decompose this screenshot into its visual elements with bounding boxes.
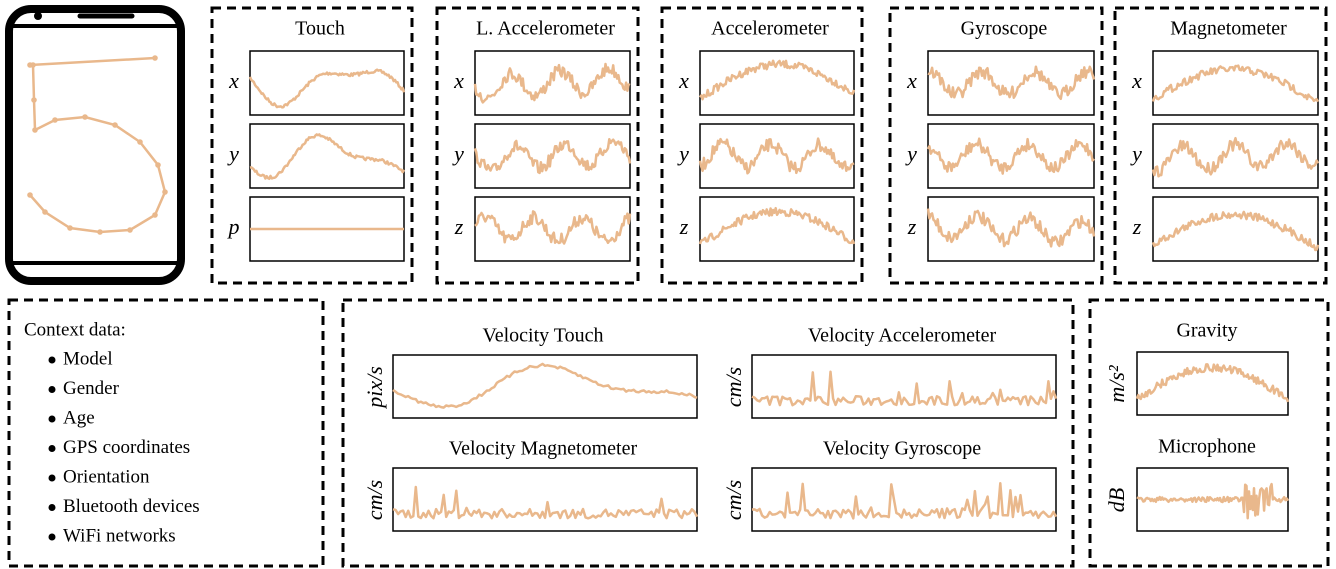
signal-trace xyxy=(392,362,698,409)
plot-frame xyxy=(474,196,631,262)
sensor-box xyxy=(210,6,414,285)
context-item: Age xyxy=(63,407,95,428)
signal-trace xyxy=(927,65,1096,101)
plot-frame xyxy=(474,50,631,116)
sensor-title: L. Accelerometer xyxy=(476,18,615,40)
sensor-title: Touch xyxy=(295,18,345,40)
sensor-title: Magnetometer xyxy=(1170,18,1287,40)
velocity-title: Velocity Gyroscope xyxy=(823,438,981,460)
sensor-box xyxy=(888,6,1104,285)
plot-frame xyxy=(1152,123,1319,189)
touch-stroke xyxy=(29,56,156,67)
plot-frame xyxy=(392,467,698,532)
signal-trace xyxy=(249,133,406,181)
axis-label: z xyxy=(907,214,917,239)
touch-stroke xyxy=(29,64,167,234)
axis-label: x xyxy=(453,68,464,93)
axis-label: x xyxy=(1131,68,1142,93)
bullet xyxy=(48,356,56,364)
axis-label: x xyxy=(906,68,917,93)
phone-body xyxy=(5,5,185,285)
context-box xyxy=(7,298,325,568)
signal-trace xyxy=(698,206,856,245)
bullet xyxy=(48,504,56,511)
phone xyxy=(5,5,185,285)
unit-label: cm/s xyxy=(721,480,746,520)
phone-camera xyxy=(34,12,42,20)
axis-label: y xyxy=(677,141,689,166)
signal-trace xyxy=(473,62,631,104)
context-title: Context data: xyxy=(24,319,126,340)
signal-trace xyxy=(698,137,855,175)
unit-label: m/s² xyxy=(1104,365,1129,403)
context-item: Bluetooth devices xyxy=(63,496,200,517)
context-item: WiFi networks xyxy=(63,525,176,546)
plot-frame xyxy=(927,196,1095,262)
axis-label: y xyxy=(905,141,917,166)
plot-frame xyxy=(699,123,855,189)
unit-label: dB xyxy=(1104,488,1129,512)
signal-trace xyxy=(751,370,1058,407)
velocity-box xyxy=(341,298,1075,568)
velocity-title: Velocity Touch xyxy=(483,325,604,347)
bullet xyxy=(48,386,56,393)
sensor-box xyxy=(435,6,640,285)
plot-frame xyxy=(927,50,1095,116)
plot-frame xyxy=(1152,50,1319,116)
axis-label: y xyxy=(227,141,239,166)
signal-trace xyxy=(1151,210,1320,252)
context-item: Gender xyxy=(63,378,120,399)
axis-label: y xyxy=(1130,141,1142,166)
other-title: Gravity xyxy=(1176,320,1237,342)
axis-label: x xyxy=(228,68,239,93)
signal-trace xyxy=(1136,482,1290,520)
sensor-box xyxy=(1113,6,1328,285)
unit-label: pix/s xyxy=(362,366,387,410)
axis-label: z xyxy=(1132,214,1142,239)
plot-frame xyxy=(751,467,1057,532)
velocity-title: Velocity Accelerometer xyxy=(808,325,997,347)
signal-trace xyxy=(1151,136,1320,178)
other-title: Microphone xyxy=(1158,436,1256,458)
sensor-title: Gyroscope xyxy=(961,18,1048,40)
signal-trace xyxy=(698,59,856,101)
signal-trace xyxy=(248,68,406,109)
sensor-title: Accelerometer xyxy=(711,18,829,40)
context-item: GPS coordinates xyxy=(63,437,190,458)
signal-trace xyxy=(1135,363,1290,403)
unit-label: cm/s xyxy=(721,367,746,407)
signal-trace xyxy=(474,210,632,245)
signal-trace xyxy=(926,208,1096,248)
bullet xyxy=(48,415,56,423)
axis-label: z xyxy=(679,214,689,239)
plot-frame xyxy=(751,354,1057,419)
velocity-title: Velocity Magnetometer xyxy=(449,438,638,460)
axis-label: x xyxy=(678,68,689,93)
bullet xyxy=(48,445,56,452)
signal-trace xyxy=(1151,64,1320,103)
signal-trace xyxy=(473,137,632,175)
signal-trace xyxy=(926,137,1095,175)
bullet xyxy=(48,474,56,482)
context-item: Model xyxy=(63,348,113,369)
bullet xyxy=(48,533,56,541)
axis-label: p xyxy=(227,214,240,239)
sensor-box xyxy=(660,6,864,285)
context-item: Orientation xyxy=(63,466,150,487)
other-box xyxy=(1088,298,1330,568)
signal-trace xyxy=(392,485,699,520)
axis-label: z xyxy=(454,214,464,239)
unit-label: cm/s xyxy=(362,480,387,520)
axis-label: y xyxy=(452,141,464,166)
signal-trace xyxy=(751,481,1058,520)
touch-trace xyxy=(27,55,168,235)
